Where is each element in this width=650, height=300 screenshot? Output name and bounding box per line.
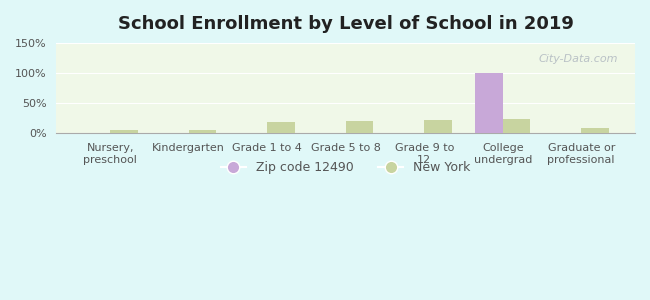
Bar [188, 130, 216, 133]
Legend: Zip code 12490, New York: Zip code 12490, New York [216, 156, 476, 179]
Title: School Enrollment by Level of School in 2019: School Enrollment by Level of School in … [118, 15, 573, 33]
Bar [267, 122, 294, 133]
Bar [581, 128, 608, 133]
Bar [424, 120, 452, 133]
Bar [110, 130, 138, 133]
Text: City-Data.com: City-Data.com [538, 54, 617, 64]
Bar [502, 119, 530, 133]
Bar [346, 121, 373, 133]
Bar [475, 73, 502, 133]
